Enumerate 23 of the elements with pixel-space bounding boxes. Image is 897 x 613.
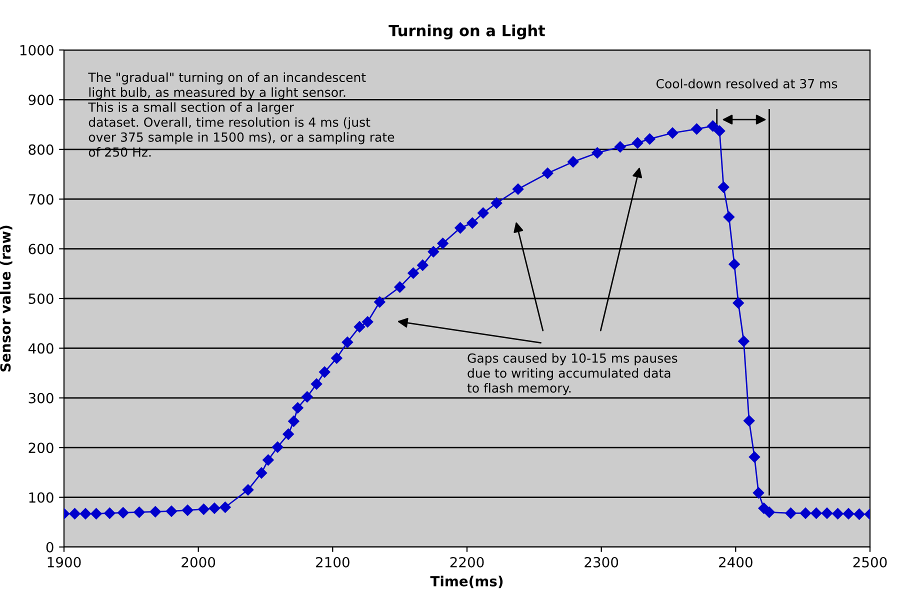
x-tick-label: 2300 xyxy=(584,556,618,568)
x-tick-label: 2500 xyxy=(853,556,887,568)
y-tick-label: 800 xyxy=(28,144,54,155)
y-tick-label: 1000 xyxy=(20,44,54,56)
y-tick-label: 300 xyxy=(28,392,54,404)
y-tick-label: 600 xyxy=(28,244,54,254)
x-axis-title: Time(ms) xyxy=(430,576,503,588)
y-tick-label: 400 xyxy=(28,343,54,354)
x-tick-label: 2200 xyxy=(450,556,484,568)
y-tick-label: 100 xyxy=(29,492,54,503)
y-axis-title: Sensor value (raw) xyxy=(0,226,12,372)
annotation: Cool-down resolved at 37 ms xyxy=(656,78,838,88)
chart-title: Turning on a Light xyxy=(388,24,546,40)
y-tick-label: 500 xyxy=(28,293,54,304)
annotation: Gaps caused by 10-15 ms pauses due to writing accumulated data to flash memory. xyxy=(467,353,678,396)
x-tick-label: 2400 xyxy=(719,556,752,568)
y-tick-label: 200 xyxy=(28,442,54,454)
y-tick-label: 700 xyxy=(28,194,54,205)
x-tick-label: 1900 xyxy=(48,556,81,568)
y-tick-label: 0 xyxy=(46,542,54,552)
x-tick-label: 2100 xyxy=(316,556,350,568)
x-tick-label: 2000 xyxy=(182,556,216,568)
y-tick-label: 900 xyxy=(28,94,54,106)
